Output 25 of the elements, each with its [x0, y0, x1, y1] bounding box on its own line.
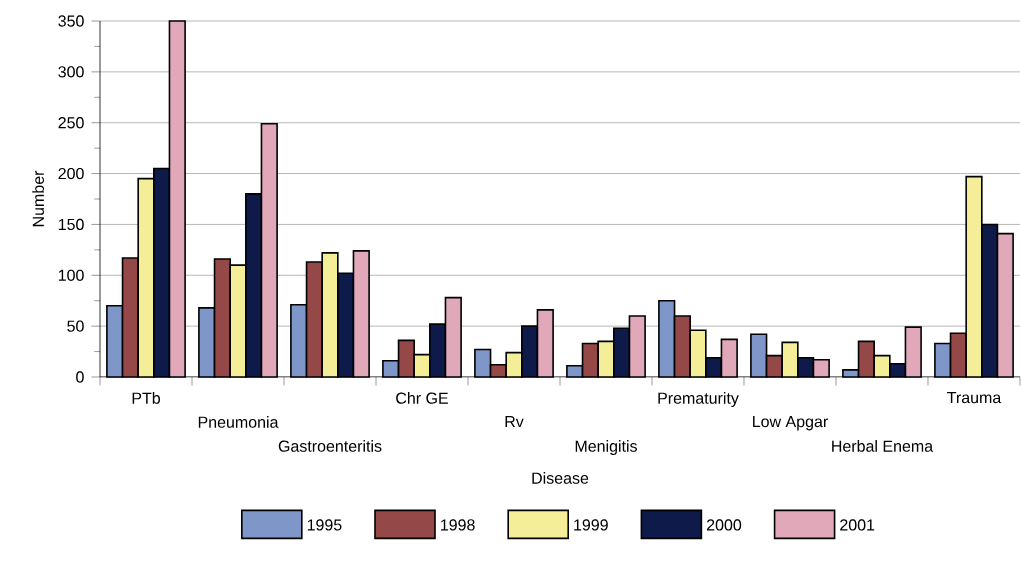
- legend-label: 2001: [840, 519, 875, 531]
- x-tick-label: Trauma: [947, 392, 1002, 404]
- y-tick-label: 200: [58, 167, 84, 180]
- x-tick-label: Pneumonia: [198, 416, 279, 428]
- legend-label: 1998: [441, 519, 475, 531]
- legend-label: 1995: [307, 519, 342, 531]
- legend-label: 1999: [574, 519, 608, 531]
- y-tick-label: 150: [58, 218, 84, 231]
- x-tick-label: Rv: [505, 416, 524, 428]
- x-tick-label: Low Apgar: [753, 416, 828, 431]
- x-tick-label: Prematurity: [658, 392, 739, 407]
- y-tick-label: 50: [67, 320, 84, 332]
- legend-label: 2000: [707, 519, 742, 531]
- x-axis-title: Disease: [532, 472, 589, 484]
- x-tick-label: PTb: [132, 392, 160, 404]
- x-tick-label: Herbal Enema: [832, 440, 934, 452]
- y-tick-label: 350: [58, 15, 84, 27]
- y-tick-label: 0: [76, 371, 84, 383]
- y-tick-label: 100: [58, 269, 84, 281]
- x-tick-label: Gastroenteritis: [278, 440, 382, 452]
- y-tick-label: 300: [58, 66, 84, 78]
- x-tick-label: Chr GE: [396, 392, 448, 404]
- y-tick-label: 250: [58, 117, 84, 129]
- y-axis-title: Number: [32, 170, 44, 227]
- x-tick-label: Menigitis: [575, 440, 637, 455]
